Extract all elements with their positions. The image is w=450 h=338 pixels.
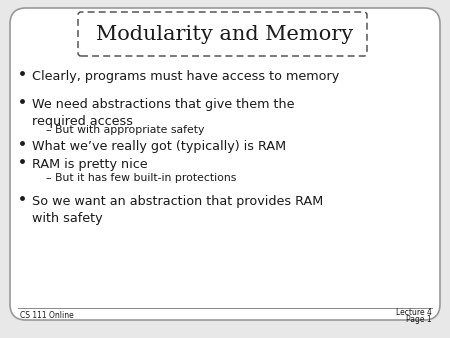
Text: RAM is pretty nice: RAM is pretty nice	[32, 158, 148, 171]
Text: – But with appropriate safety: – But with appropriate safety	[46, 125, 204, 135]
FancyBboxPatch shape	[10, 8, 440, 320]
Text: So we want an abstraction that provides RAM
with safety: So we want an abstraction that provides …	[32, 195, 323, 225]
Text: CS 111 Online: CS 111 Online	[20, 311, 74, 320]
Text: – But it has few built-in protections: – But it has few built-in protections	[46, 173, 236, 183]
Text: Clearly, programs must have access to memory: Clearly, programs must have access to me…	[32, 70, 339, 83]
FancyBboxPatch shape	[78, 12, 367, 56]
Text: Page 1: Page 1	[406, 315, 432, 324]
Text: Lecture 4: Lecture 4	[396, 308, 432, 317]
Text: Modularity and Memory: Modularity and Memory	[96, 24, 354, 44]
Text: What we’ve really got (typically) is RAM: What we’ve really got (typically) is RAM	[32, 140, 286, 153]
Text: We need abstractions that give them the
required access: We need abstractions that give them the …	[32, 98, 294, 128]
